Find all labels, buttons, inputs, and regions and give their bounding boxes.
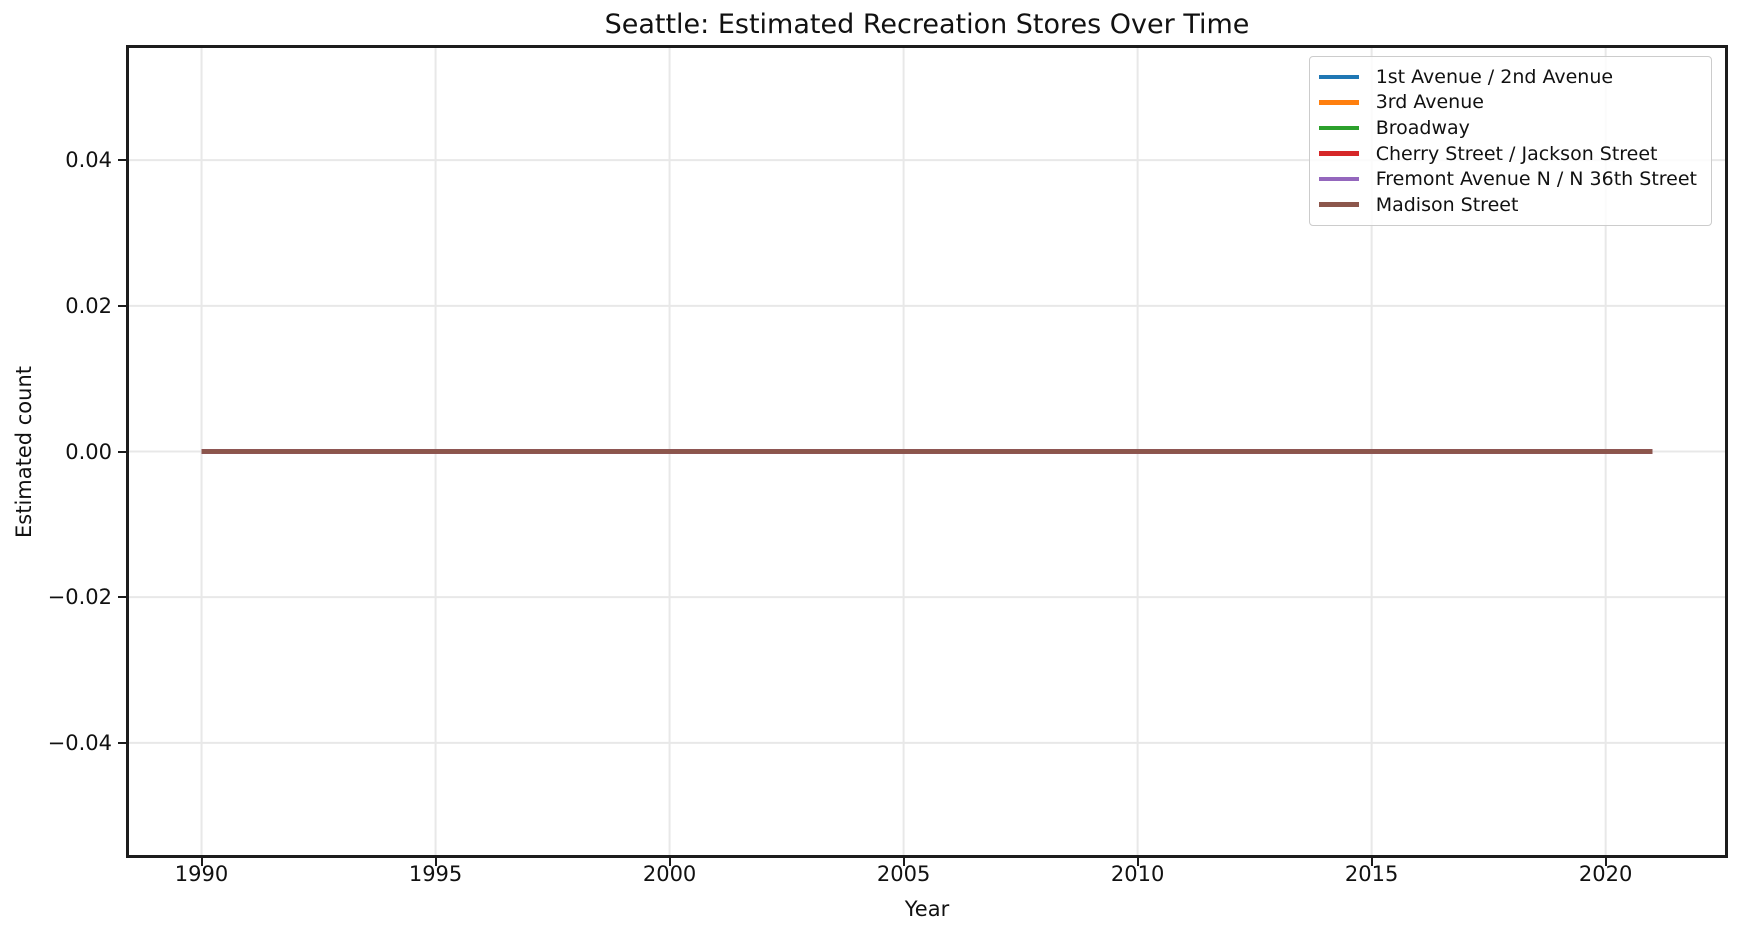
- y-tick-label: −0.04: [47, 730, 112, 755]
- y-tick-label: 0.00: [65, 439, 112, 464]
- y-tick-label: 0.02: [65, 293, 112, 318]
- legend-item: 1st Avenue / 2nd Avenue: [1310, 64, 1697, 90]
- x-tick-label: 1990: [174, 862, 229, 886]
- legend: 1st Avenue / 2nd Avenue 3rd Avenue Broadwa…: [1308, 56, 1712, 226]
- x-tick-mark: [1136, 858, 1139, 866]
- y-tick-mark: [118, 450, 126, 453]
- x-tick-mark: [434, 858, 437, 866]
- x-tick-mark: [668, 858, 671, 866]
- legend-item: Cherry Street / Jackson Street: [1310, 141, 1697, 167]
- y-tick-mark: [118, 304, 126, 307]
- legend-swatch: [1318, 100, 1359, 105]
- legend-swatch: [1318, 151, 1359, 156]
- legend-swatch: [1318, 176, 1359, 182]
- legend-swatch: [1318, 202, 1359, 208]
- legend-item: 3rd Avenue: [1310, 90, 1697, 116]
- x-tick-label: 2000: [642, 862, 697, 886]
- x-tick-label: 2015: [1344, 862, 1399, 886]
- y-tick-mark: [118, 159, 126, 162]
- legend-label: Madison Street: [1375, 193, 1519, 216]
- legend-label: 1st Avenue / 2nd Avenue: [1375, 65, 1614, 88]
- x-tick-mark: [1370, 858, 1373, 866]
- legend-label: 3rd Avenue: [1375, 91, 1484, 114]
- x-tick-label: 2005: [876, 862, 931, 886]
- legend-label: Fremont Avenue N / N 36th Street: [1375, 168, 1697, 191]
- x-tick-mark: [1604, 858, 1607, 866]
- y-tick-label: 0.04: [65, 148, 112, 173]
- y-tick-label: −0.02: [47, 585, 112, 610]
- chart-title: Seattle: Estimated Recreation Stores Ove…: [604, 9, 1250, 40]
- x-tick-label: 2020: [1578, 862, 1633, 886]
- legend-item: Madison Street: [1310, 192, 1697, 218]
- legend-swatch: [1318, 125, 1359, 131]
- legend-swatch: [1318, 74, 1359, 80]
- legend-label: Cherry Street / Jackson Street: [1375, 142, 1658, 165]
- legend-item: Broadway: [1310, 115, 1697, 141]
- legend-label: Broadway: [1375, 116, 1470, 139]
- x-tick-mark: [200, 858, 203, 866]
- x-tick-label: 2010: [1110, 862, 1165, 886]
- x-tick-mark: [902, 858, 905, 866]
- y-tick-mark: [118, 741, 126, 744]
- x-axis-label: Year: [904, 897, 950, 921]
- legend-item: Fremont Avenue N / N 36th Street: [1310, 166, 1697, 192]
- x-tick-label: 1995: [408, 862, 463, 886]
- y-tick-mark: [118, 596, 126, 599]
